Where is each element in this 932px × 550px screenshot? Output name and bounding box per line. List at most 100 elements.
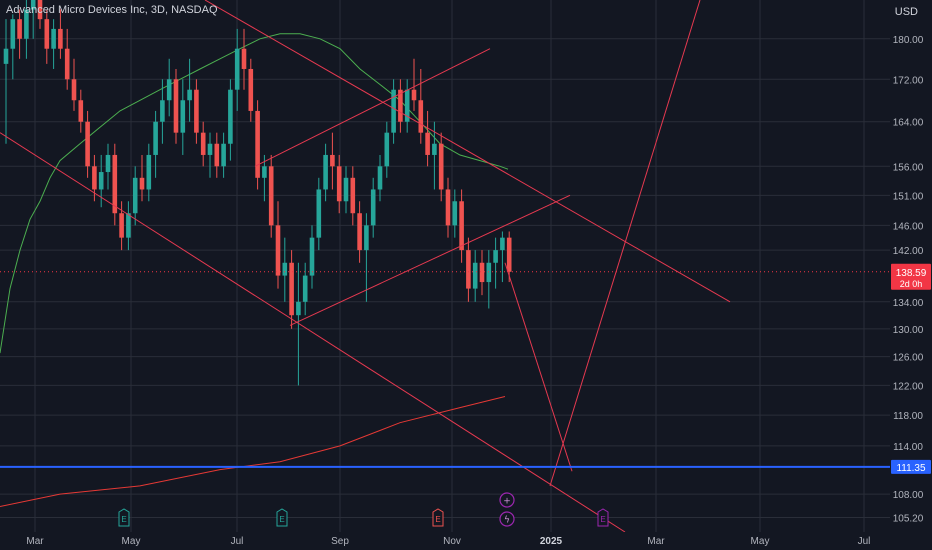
candle-body [493,250,498,263]
y-tick-label: 105.20 [893,513,924,524]
candle-body [126,213,131,238]
candles [3,0,512,386]
candle-body [160,100,165,122]
candle-body [302,275,308,302]
event-symbol: ϟ [504,516,510,526]
candle-body [391,89,396,133]
support-tag-bg [891,459,931,474]
symbol-title: Advanced Micro Devices Inc, 3D, NASDAQ [6,4,218,16]
candle-body [166,79,172,101]
earnings-marker[interactable]: E [118,508,130,527]
currency-label[interactable]: USD [894,6,918,18]
earnings-marker[interactable]: E [276,508,288,527]
candle-body [214,143,220,167]
current-price-value: 138.59 [896,268,927,279]
candle-body [486,262,492,283]
candle-body [200,132,206,155]
candle-body [64,48,70,80]
candle-body [132,177,138,214]
candle-body [119,213,124,238]
candle-body [51,28,56,49]
candle-body [289,262,294,316]
trendline [0,132,626,532]
price-tag-bg [891,263,931,290]
earnings-icon [597,508,609,527]
candle-body [98,172,104,190]
y-tick-label: 146.00 [893,221,924,232]
candle-body [248,68,254,111]
candle-body [207,143,213,155]
candle-body [187,89,192,101]
candle-body [404,89,410,122]
candle-body [445,189,451,226]
candle-body [173,79,179,133]
x-tick-label: Mar [647,536,665,547]
candle-body [323,154,328,190]
candle-body [37,0,43,20]
candle-body [194,89,199,133]
candle-body [58,28,63,49]
candle-body [364,225,369,251]
support-price-tag[interactable]: 111.35 [891,459,931,474]
event-icon [499,492,515,508]
candle-body [234,48,240,90]
candle-body [268,166,274,226]
candle-body [24,9,29,39]
candle-body [432,143,437,155]
earnings-icon [432,508,444,527]
y-tick-label: 122.00 [893,381,924,392]
x-tick-label: Jul [231,536,244,547]
earnings-marker[interactable]: E [432,508,444,527]
candle-body [384,132,390,167]
support-price-value: 111.35 [896,463,926,474]
candle-body [438,143,444,190]
y-tick-label: 126.00 [893,353,924,364]
x-tick-label: Sep [331,536,349,547]
candle-body [78,100,84,122]
candle-body [425,132,430,155]
event-marker[interactable]: + [499,492,515,508]
earnings-icon [276,508,288,527]
earnings-icon [118,508,130,527]
x-tick-label: Nov [443,536,461,547]
candle-body [146,154,152,190]
y-tick-label: 114.00 [893,442,923,453]
y-tick-label: 151.00 [893,191,924,202]
trendline [504,262,573,472]
y-tick-label: 164.00 [893,118,924,129]
candle-body [112,154,118,214]
candle-body [398,89,403,122]
candle-body [3,48,9,64]
candle-body [44,19,50,49]
candle-body [377,166,383,190]
ma200-line [0,396,506,507]
earnings-label: E [121,515,126,524]
candle-body [506,237,512,272]
candle-body [350,177,356,214]
candle-body [316,189,322,238]
time-axis [0,532,932,550]
candle-body [309,237,315,276]
trendline [289,194,571,326]
candle-body [296,301,301,316]
earnings-marker[interactable]: E [597,508,609,527]
candle-body [472,262,478,289]
candle-body [452,201,458,226]
event-icon [499,511,515,527]
event-symbol: + [503,497,511,507]
candle-body [479,262,485,283]
candle-body [153,121,158,155]
x-tick-label: 2025 [540,536,563,547]
candle-body [255,110,260,178]
trendline [549,0,701,486]
y-tick-label: 134.00 [893,298,924,309]
candle-body [411,89,417,101]
candle-body [330,154,335,167]
candle-body [282,262,288,276]
candle-body [275,225,281,276]
event-marker[interactable]: ϟ [499,511,515,527]
earnings-label: E [435,515,440,524]
candle-body [466,250,471,289]
